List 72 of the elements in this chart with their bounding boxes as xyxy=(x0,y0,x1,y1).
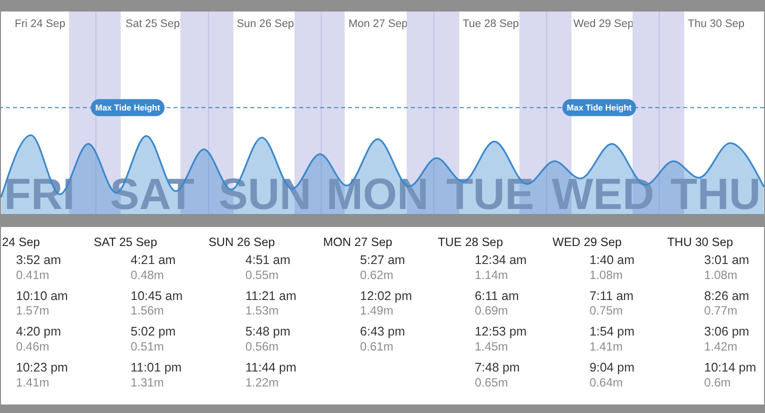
text: 1.45m xyxy=(474,340,508,354)
text: 12:34 am xyxy=(474,252,527,267)
text: 0.48m xyxy=(130,268,164,282)
text: 10:14 pm xyxy=(704,360,756,375)
text: 0.51m xyxy=(130,340,164,354)
text: 3:06 pm xyxy=(704,324,750,339)
text: 4:21 am xyxy=(130,252,176,267)
text: 7:11 am xyxy=(589,288,634,303)
text: MON 27 Sep xyxy=(323,234,393,249)
text: 1.42m xyxy=(704,340,738,354)
text: 0.65m xyxy=(474,376,508,390)
text: 0.46m xyxy=(16,340,50,354)
text: TUE 28 Sep xyxy=(438,234,504,249)
text: 1:40 am xyxy=(589,252,634,267)
text: 8:26 am xyxy=(704,288,750,303)
text: 10:45 am xyxy=(130,288,183,303)
text: 5:48 pm xyxy=(245,324,290,339)
x-tick-label: Wed 29 Sep xyxy=(573,18,634,30)
x-tick-label: Mon 27 Sep xyxy=(348,18,408,30)
text: 11:21 am xyxy=(245,288,296,303)
text: 1.14m xyxy=(474,268,508,282)
text: SAT 25 Sep xyxy=(94,234,158,249)
text: 12:53 pm xyxy=(474,324,527,339)
x-tick-label: Fri 24 Sep xyxy=(14,18,66,30)
text: 0.77m xyxy=(704,304,738,318)
x-tick-label: Sun 26 Sep xyxy=(236,18,294,30)
text: 5:27 am xyxy=(360,252,406,267)
x-tick-label: Thu 30 Sep xyxy=(688,18,744,30)
text: 1.08m xyxy=(704,268,738,282)
text: 10:10 am xyxy=(16,288,68,303)
text: 3:52 am xyxy=(16,252,61,267)
text: 1.49m xyxy=(360,304,394,318)
text: 1.41m xyxy=(589,340,623,354)
text: 0.64m xyxy=(589,376,623,390)
text: SUN 26 Sep xyxy=(208,234,276,249)
text: 1.08m xyxy=(589,268,623,282)
annotation: FRI xyxy=(4,170,75,219)
text: 11:44 pm xyxy=(245,360,296,375)
text: 0.62m xyxy=(360,268,394,282)
text: 24 Sep xyxy=(2,234,40,249)
text: 1.41m xyxy=(16,376,50,390)
text: 0.41m xyxy=(16,268,50,282)
text: 1.22m xyxy=(245,376,279,390)
text: 6:11 am xyxy=(474,288,519,303)
text: 12:02 pm xyxy=(360,288,412,303)
text: 11:01 pm xyxy=(130,360,182,375)
text: 10:23 pm xyxy=(16,360,68,375)
text: 0.6m xyxy=(704,376,731,390)
text: 0.61m xyxy=(360,340,394,354)
text: 0.56m xyxy=(245,340,279,354)
text: 1:54 pm xyxy=(589,324,634,339)
text: 6:43 pm xyxy=(360,324,406,339)
text: 1.57m xyxy=(16,304,50,318)
text: 7:48 pm xyxy=(474,360,520,375)
text: Max Tide Height xyxy=(566,102,632,113)
ref-line-label: Max Tide Height xyxy=(95,102,160,113)
text: 5:02 pm xyxy=(130,324,176,339)
text: 0.69m xyxy=(474,304,508,318)
text: 0.75m xyxy=(589,304,623,318)
x-tick-label: Tue 28 Sep xyxy=(462,18,519,30)
text: 0.55m xyxy=(245,268,279,282)
annotation: THU xyxy=(670,170,761,219)
text: 4:51 am xyxy=(245,252,290,267)
text: 1.53m xyxy=(245,304,279,318)
text: 3:01 am xyxy=(704,252,750,267)
text: 1.31m xyxy=(130,376,164,390)
text: 1.56m xyxy=(130,304,164,318)
text: 4:20 pm xyxy=(16,324,61,339)
x-tick-label: Sat 25 Sep xyxy=(126,18,180,30)
text: WED 29 Sep xyxy=(552,234,622,249)
text: THU 30 Sep xyxy=(667,234,734,249)
text: 9:04 pm xyxy=(589,360,634,375)
